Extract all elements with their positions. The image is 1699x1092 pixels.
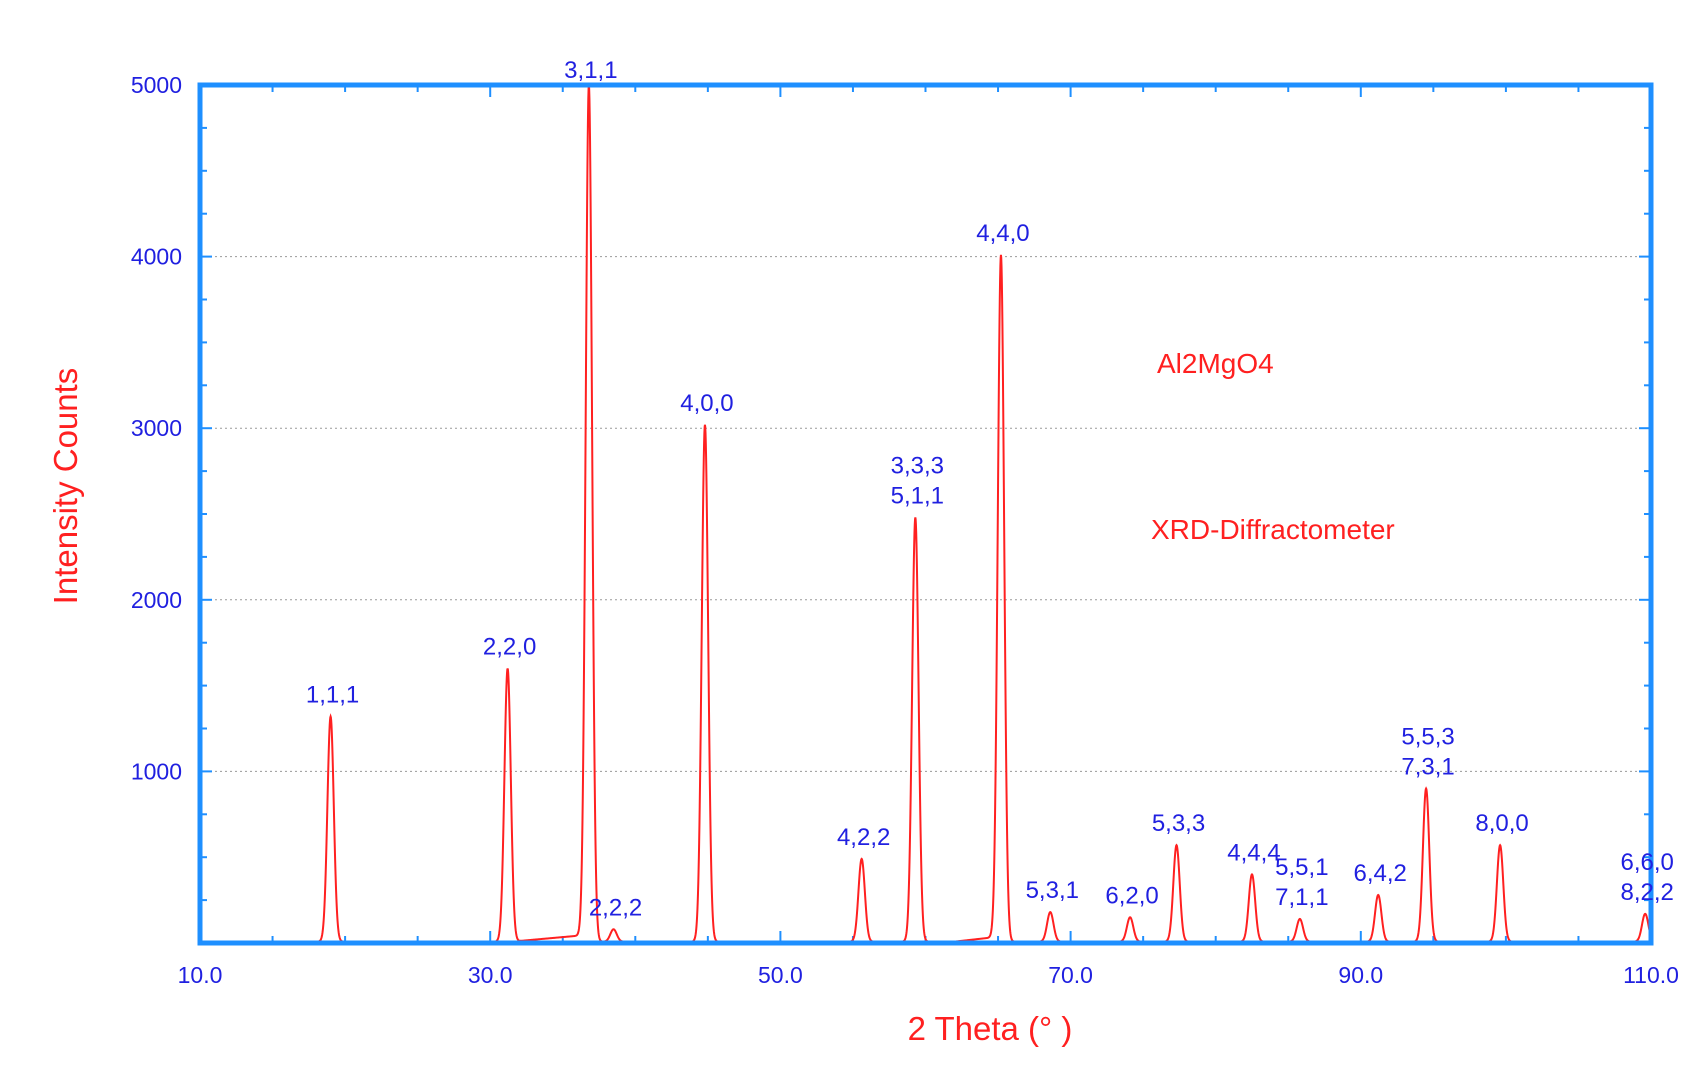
peak-label: 4,0,0 — [680, 390, 733, 417]
peak-label: 7,3,1 — [1401, 754, 1454, 781]
peak-label: 6,6,0 — [1621, 849, 1674, 876]
xrd-pattern-line — [318, 84, 1652, 943]
x-tick-label: 90.0 — [1338, 962, 1383, 988]
peak-label: 4,4,0 — [976, 220, 1029, 247]
y-tick-label: 2000 — [131, 587, 182, 613]
peak-label: 6,2,0 — [1105, 882, 1158, 909]
peak-label: 5,3,1 — [1026, 877, 1079, 904]
x-tick-label: 70.0 — [1048, 962, 1093, 988]
peak-label: 7,1,1 — [1275, 884, 1328, 911]
y-axis-title: Intensity Counts — [47, 368, 84, 605]
x-tick-labels: 10.0 30.0 50.0 70.0 90.0 110.0 — [178, 962, 1679, 988]
peak-label: 4,2,2 — [837, 824, 890, 851]
axis-ticks — [199, 84, 1652, 944]
peak-labels: 1,1,1 2,2,0 3,1,1 2,2,2 4,0,0 4,2,2 3,3,3 5,1,1… — [306, 57, 1674, 921]
x-tick-label: 110.0 — [1623, 962, 1679, 988]
x-axis-title: 2 Theta (° ) — [908, 1010, 1073, 1047]
peak-label: 5,5,3 — [1401, 724, 1454, 751]
peak-label: 5,1,1 — [891, 482, 944, 509]
peak-label: 8,0,0 — [1475, 810, 1528, 837]
y-tick-label: 3000 — [131, 415, 182, 441]
peak-label: 2,2,2 — [589, 894, 642, 921]
compound-annotation: Al2MgO4 — [1157, 348, 1274, 379]
x-tick-label: 10.0 — [178, 962, 223, 988]
x-tick-label: 50.0 — [758, 962, 803, 988]
peak-label: 2,2,0 — [483, 633, 536, 660]
y-tick-labels: 1000 2000 3000 4000 5000 — [131, 72, 182, 784]
peak-label: 5,5,1 — [1275, 854, 1328, 881]
peak-label: 6,4,2 — [1354, 860, 1407, 887]
peak-label: 1,1,1 — [306, 681, 359, 708]
y-tick-label: 5000 — [131, 72, 182, 98]
plot-frame — [197, 82, 1654, 946]
peak-label: 3,3,3 — [891, 452, 944, 479]
instrument-annotation: XRD-Diffractometer — [1151, 514, 1395, 545]
peak-label: 4,4,4 — [1227, 839, 1280, 866]
y-tick-label: 1000 — [131, 758, 182, 784]
y-tick-label: 4000 — [131, 244, 182, 270]
peak-label: 5,3,3 — [1152, 810, 1205, 837]
grid — [200, 256, 1651, 772]
x-tick-label: 30.0 — [468, 962, 513, 988]
peak-label: 3,1,1 — [564, 57, 617, 84]
peak-label: 8,2,2 — [1621, 879, 1674, 906]
